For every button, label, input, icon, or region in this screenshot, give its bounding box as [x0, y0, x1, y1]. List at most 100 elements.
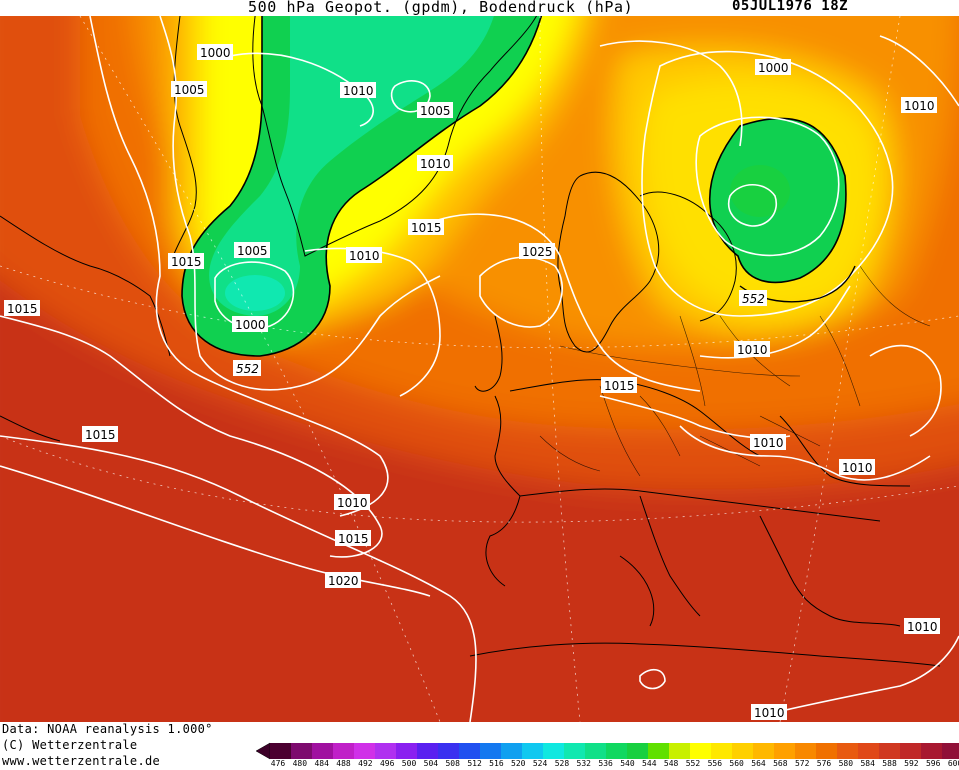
svg-text:1005: 1005 — [420, 104, 451, 118]
svg-text:1010: 1010 — [754, 706, 785, 720]
svg-text:1005: 1005 — [174, 83, 205, 97]
colorbar-swatch — [522, 743, 543, 759]
colorbar-tick-label: 600 — [947, 759, 959, 768]
colorbar-tick-label: 544 — [642, 759, 657, 768]
svg-text:1000: 1000 — [235, 318, 266, 332]
pressure-label: 1005 — [234, 242, 270, 258]
pressure-label: 1020 — [325, 572, 361, 588]
colorbar-tick-label: 568 — [773, 759, 788, 768]
header-bar: 500 hPa Geopot. (gpdm), Bodendruck (hPa)… — [0, 0, 959, 16]
pressure-label: 1015 — [408, 219, 444, 235]
colorbar-swatch — [858, 743, 879, 759]
colorbar-swatch — [375, 743, 396, 759]
colorbar-tick-label: 528 — [554, 759, 570, 768]
pressure-label: 1010 — [904, 618, 940, 634]
colorbar-swatch — [543, 743, 564, 759]
colorbar-tick-label: 540 — [620, 759, 635, 768]
colorbar-tick-label: 520 — [511, 759, 526, 768]
colorbar-tick-label: 480 — [292, 759, 308, 768]
colorbar — [256, 742, 959, 760]
pressure-label: 1000 — [755, 59, 791, 75]
svg-text:1010: 1010 — [343, 84, 374, 98]
pressure-labels: 1000 1005 1010 1005 1010 1015 1015 1005 … — [4, 44, 940, 720]
svg-text:1000: 1000 — [200, 46, 231, 60]
pressure-label: 1010 — [417, 155, 453, 171]
colorbar-swatch — [648, 743, 669, 759]
pressure-label: 1010 — [340, 82, 376, 98]
footer-bar: Data: NOAA reanalysis 1.000° (C) Wetterz… — [0, 722, 959, 770]
colorbar-swatch — [690, 743, 711, 759]
colorbar-tick-label: 552 — [685, 759, 701, 768]
map-title: 500 hPa Geopot. (gpdm), Bodendruck (hPa) — [248, 0, 634, 16]
colorbar-swatch — [333, 743, 354, 759]
colorbar-swatch — [942, 743, 959, 759]
colorbar-tick-label: 500 — [401, 759, 417, 768]
colorbar-tick-label: 524 — [532, 759, 548, 768]
svg-text:552: 552 — [742, 292, 765, 306]
svg-text:1000: 1000 — [758, 61, 789, 75]
svg-text:552: 552 — [236, 362, 259, 376]
colorbar-swatch — [312, 743, 333, 759]
svg-text:1010: 1010 — [842, 461, 873, 475]
colorbar-swatch — [480, 743, 501, 759]
colorbar-tick-label: 484 — [314, 759, 329, 768]
colorbar-tick-label: 508 — [445, 759, 460, 768]
colorbar-tick-label: 576 — [816, 759, 832, 768]
svg-text:1010: 1010 — [349, 249, 380, 263]
colorbar-tick-label: 516 — [489, 759, 504, 768]
svg-text:1010: 1010 — [904, 99, 935, 113]
colorbar-swatch — [837, 743, 858, 759]
colorbar-swatch — [501, 743, 522, 759]
pressure-label: 1010 — [734, 341, 770, 357]
svg-text:1015: 1015 — [604, 379, 635, 393]
svg-text:1015: 1015 — [7, 302, 38, 316]
colorbar-swatch — [354, 743, 375, 759]
colorbar-swatch — [396, 743, 417, 759]
svg-text:1015: 1015 — [171, 255, 202, 269]
colorbar-tick-label: 476 — [270, 759, 286, 768]
colorbar-tick-label: 496 — [379, 759, 395, 768]
low-centres — [181, 16, 847, 357]
colorbar-swatch — [753, 743, 774, 759]
pressure-label: 1010 — [901, 97, 937, 113]
pressure-label: 1000 — [232, 316, 268, 332]
pressure-label: 1015 — [168, 253, 204, 269]
colorbar-tick-label: 572 — [794, 759, 810, 768]
svg-text:1015: 1015 — [411, 221, 442, 235]
colorbar-tick-label: 592 — [904, 759, 919, 768]
pressure-label: 1010 — [750, 434, 786, 450]
svg-text:1025: 1025 — [522, 245, 553, 259]
colorbar-tick-label: 488 — [336, 759, 351, 768]
colorbar-swatch — [732, 743, 753, 759]
colorbar-swatch — [774, 743, 795, 759]
svg-text:1015: 1015 — [85, 428, 116, 442]
colorbar-swatch — [627, 743, 648, 759]
map-datestamp: 05JUL1976 18Z — [732, 0, 849, 14]
svg-text:1010: 1010 — [753, 436, 784, 450]
colorbar-swatch — [711, 743, 732, 759]
colorbar-tick-label: 556 — [707, 759, 723, 768]
colorbar-swatch — [438, 743, 459, 759]
pressure-label: 1005 — [417, 102, 453, 118]
svg-text:1010: 1010 — [420, 157, 451, 171]
colorbar-tick-label: 532 — [576, 759, 591, 768]
data-source-credit: Data: NOAA reanalysis 1.000° — [2, 722, 213, 736]
pressure-label: 1025 — [519, 243, 555, 259]
colorbar-swatch — [585, 743, 606, 759]
colorbar-tick-label: 584 — [860, 759, 875, 768]
colorbar-swatch — [459, 743, 480, 759]
colorbar-swatch — [606, 743, 627, 759]
colorbar-tick-label: 504 — [423, 759, 439, 768]
colorbar-tick-label: 560 — [729, 759, 744, 768]
colorbar-swatch — [921, 743, 942, 759]
graticule — [0, 16, 959, 722]
colorbar-tick-label: 564 — [751, 759, 766, 768]
weather-map: 1000 1005 1010 1005 1010 1015 1015 1005 … — [0, 16, 959, 722]
colorbar-swatch — [270, 743, 291, 759]
pressure-label: 1005 — [171, 81, 207, 97]
colorbar-swatch — [669, 743, 690, 759]
colorbar-tick-label: 548 — [663, 759, 679, 768]
colorbar-low-arrow — [256, 742, 271, 760]
coastlines — [0, 16, 941, 667]
colorbar-swatch — [816, 743, 837, 759]
